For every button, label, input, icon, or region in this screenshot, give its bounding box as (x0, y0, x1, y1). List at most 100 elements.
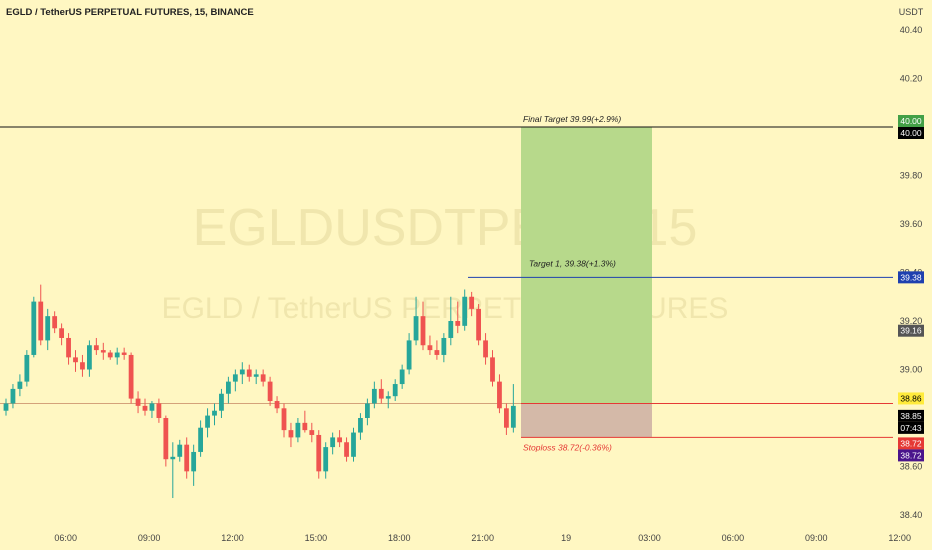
y-tick-label: 39.00 (900, 365, 923, 375)
candle-body (142, 405, 148, 411)
price-tag-text: 38.72 (900, 438, 922, 448)
x-tick-label: 21:00 (471, 533, 494, 543)
candle-body (302, 422, 308, 431)
final-target-label: Final Target 39.99(+2.9%) (523, 114, 621, 124)
price-tag-box (898, 127, 924, 139)
candle-body (128, 354, 134, 399)
profit-zone (521, 127, 652, 404)
candle-body (371, 388, 377, 404)
candles (3, 284, 516, 499)
target-1-label: Target 1, 39.38(+1.3%) (529, 258, 616, 268)
candle-body (392, 384, 398, 397)
candle-body (281, 408, 287, 431)
price-tag-text: 40.00 (900, 116, 922, 126)
price-tag-text: 40.00 (900, 128, 922, 138)
candle-body (309, 430, 315, 435)
candle-body (385, 396, 391, 399)
level-lines[interactable] (0, 126, 893, 438)
candle-body (434, 350, 440, 355)
price-tags: 40.00 40.00 39.38 39.16 38.86 38.85 07:43 38.72… (898, 115, 924, 462)
price-tag-text: 38.72 (900, 450, 922, 460)
price-tag-text: 07:43 (900, 423, 922, 433)
price-tag-box (898, 409, 924, 422)
candle-body (198, 427, 203, 452)
x-tick-label: 19 (561, 533, 571, 543)
candle-body (107, 352, 113, 358)
y-tick-label: 39.80 (900, 171, 923, 181)
candle-body (219, 393, 224, 411)
candle-body (52, 316, 58, 329)
candle-body (156, 403, 162, 418)
candle-body (177, 444, 183, 457)
chart-title: EGLD / TetherUS PERPETUAL FUTURES, 15, B… (6, 7, 254, 18)
candle-body (295, 422, 301, 438)
y-tick-label: 40.40 (900, 25, 923, 35)
x-tick-label: 12:00 (221, 533, 244, 543)
candle-body (31, 301, 37, 355)
candle-body (3, 403, 9, 411)
candle-body (253, 374, 259, 377)
candle-body (358, 418, 363, 433)
candle-body (191, 451, 197, 472)
candle-body (476, 308, 481, 341)
candle-body (93, 345, 99, 351)
price-tag-box (898, 115, 924, 127)
currency-label: USDT (899, 7, 924, 17)
candle-body (420, 316, 426, 346)
y-tick-label: 39.20 (900, 316, 923, 326)
candle-body (337, 437, 342, 443)
price-tag-box (898, 271, 924, 284)
candle-body (38, 301, 44, 341)
candle-body (45, 316, 51, 341)
candle-body (149, 403, 155, 411)
candle-body (344, 442, 349, 457)
candle-body (239, 369, 245, 375)
y-tick-label: 40.20 (900, 74, 923, 84)
price-tag-box (898, 437, 924, 450)
price-tag-text: 39.16 (900, 326, 922, 336)
price-tag-text: 38.85 (900, 411, 922, 421)
candle-body (87, 345, 92, 370)
price-tag-box (898, 421, 924, 434)
y-tick-label: 38.40 (900, 510, 923, 520)
candle-body (232, 374, 238, 382)
candle-body (323, 447, 329, 472)
x-tick-label: 06:00 (54, 533, 77, 543)
annotations: Final Target 39.99(+2.9%) Target 1, 39.3… (523, 114, 621, 452)
candle-body (73, 357, 78, 363)
candle-body (184, 444, 190, 472)
candle-body (316, 434, 322, 472)
candle-body (226, 381, 231, 394)
candle-body (448, 321, 454, 338)
candle-body (205, 415, 210, 428)
candle-body (100, 350, 106, 353)
candle-body (427, 345, 433, 351)
price-tag-box (898, 324, 924, 337)
candle-body (24, 354, 30, 382)
candle-body (66, 337, 71, 358)
position-zones[interactable] (521, 127, 652, 438)
price-tag-box (898, 392, 924, 405)
candle-body (274, 401, 280, 409)
candle-body (490, 357, 495, 382)
candle-body (330, 437, 336, 448)
x-tick-label: 09:00 (138, 533, 161, 543)
candle-body (121, 352, 127, 355)
x-tick-label: 03:00 (638, 533, 661, 543)
candle-body (212, 410, 217, 416)
price-tag-box (898, 449, 924, 462)
stoploss-label: Stoploss 38.72(-0.36%) (523, 442, 612, 452)
candle-body (114, 352, 120, 358)
candle-body (246, 369, 252, 377)
candle-body (413, 316, 419, 341)
candle-body (351, 432, 356, 457)
candle-body (469, 296, 475, 309)
time-axis[interactable]: 06:00 09:00 12:00 15:00 18:00 21:00 19 03:00 06:… (54, 533, 911, 543)
candle-body (170, 456, 176, 460)
candle-body (17, 381, 23, 389)
price-tag-text: 38.86 (900, 393, 922, 403)
x-tick-label: 09:00 (805, 533, 828, 543)
